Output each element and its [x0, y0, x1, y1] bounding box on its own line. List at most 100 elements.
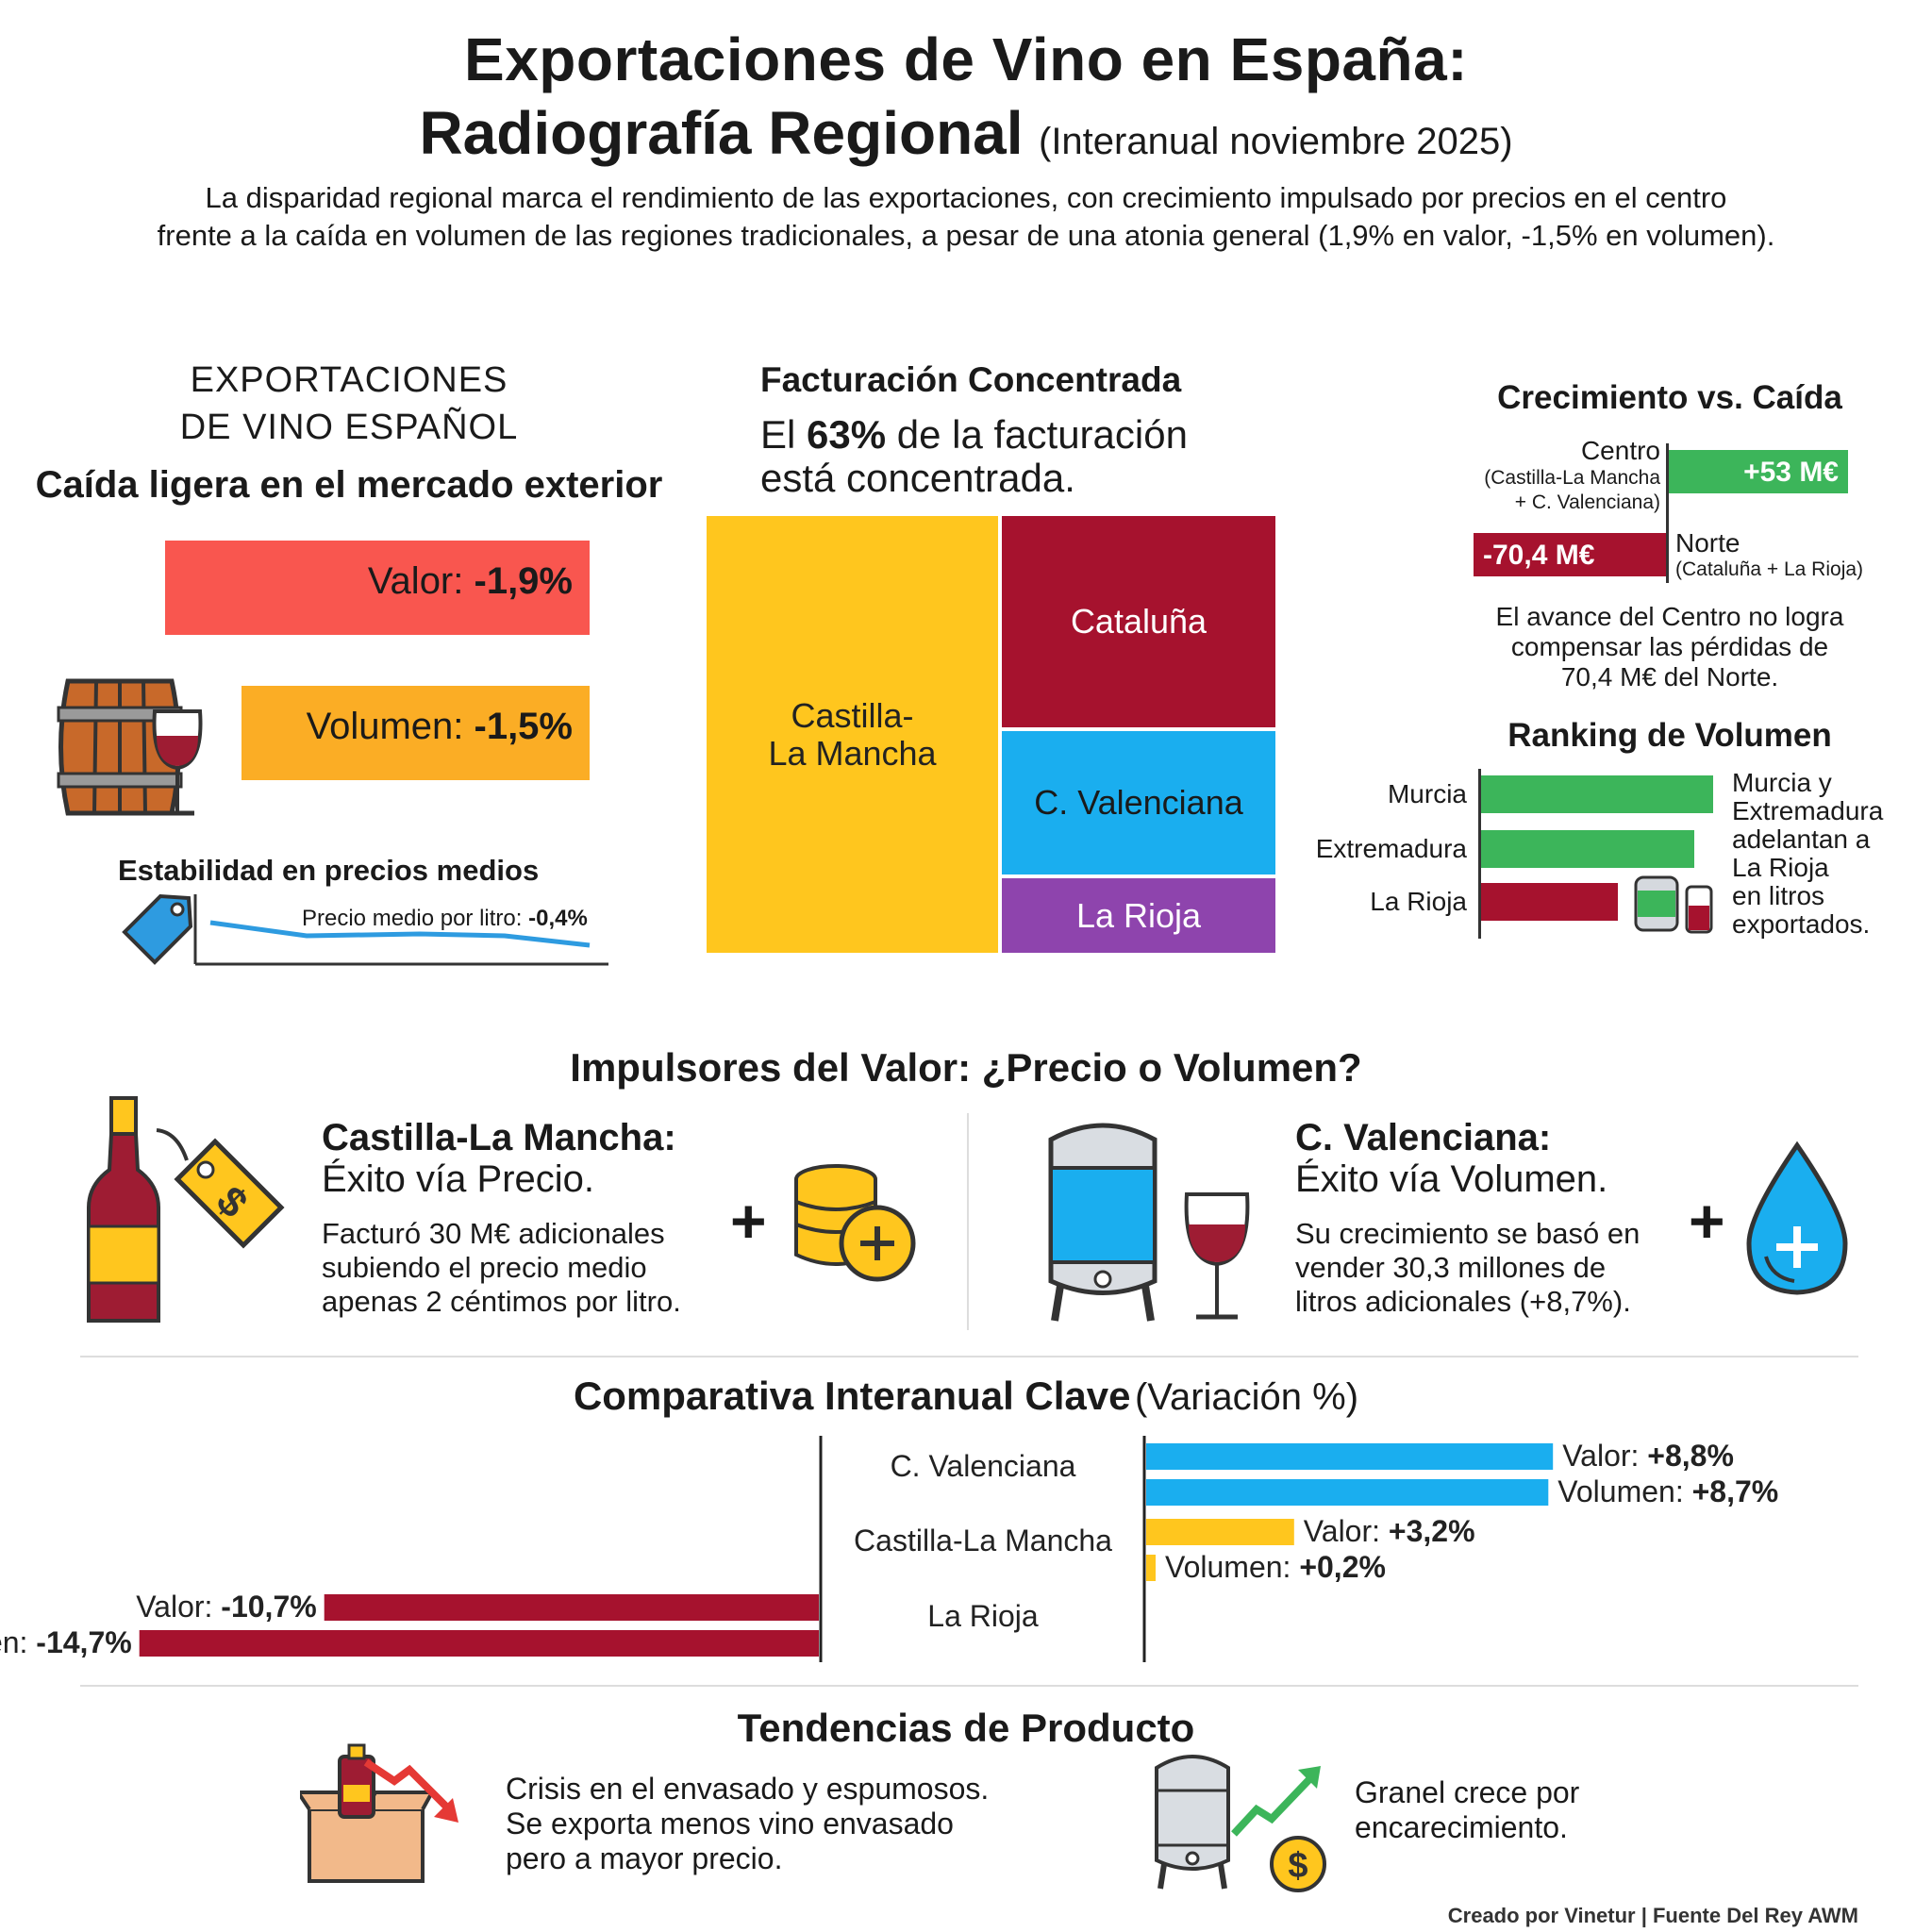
- cv-plus: +: [1689, 1186, 1725, 1256]
- trends-right-text: Granel crece por encarecimiento.: [1355, 1775, 1580, 1844]
- centro-label: Centro: [1580, 436, 1660, 465]
- treemap-valenciana-label: C. Valenciana: [1034, 783, 1243, 822]
- left-panel-subheading: Caída ligera en el mercado exterior: [35, 464, 663, 506]
- page-subtitle-line1: La disparidad regional marca el rendimie…: [205, 181, 1727, 214]
- growth-note: El avance del Centro no logra compensar …: [1495, 602, 1844, 691]
- valor-bar-label: Valor: -1,9%: [165, 560, 573, 603]
- ranking-note: Murcia y Extremadura adelantan a La Rioj…: [1732, 768, 1884, 939]
- centro-bar: [1669, 450, 1848, 493]
- comparison-bar: [1146, 1479, 1549, 1506]
- volumen-bar: [242, 686, 590, 780]
- cv-title: C. Valenciana:: [1295, 1117, 1552, 1158]
- treemap-pct: 63%: [807, 412, 887, 457]
- ranking-bar-murcia: [1481, 775, 1713, 813]
- comparison-title: Comparativa Interanual Clave: [573, 1374, 1131, 1418]
- left-heading-line2: DE VINO ESPAÑOL: [179, 408, 519, 447]
- price-title: Estabilidad en precios medios: [118, 854, 540, 887]
- treemap-cell-castilla: Castilla- La Mancha: [707, 516, 998, 953]
- ranking-bar-extremadura: [1481, 830, 1694, 868]
- ranking-label-rioja: La Rioja: [1370, 887, 1467, 916]
- comparison-category-label: La Rioja: [927, 1599, 1039, 1633]
- water-drop-plus-icon: [1746, 1141, 1848, 1295]
- price-tag-icon: [122, 893, 193, 965]
- page-subtitle-line2: frente a la caída en volumen de las regi…: [157, 219, 1775, 252]
- ranking-label-murcia: Murcia: [1387, 779, 1467, 808]
- price-tag-dollar-icon: $: [156, 1128, 285, 1249]
- comparison-value-label: Volumen: -14,7%: [0, 1625, 132, 1659]
- centro-value: +53 M€: [1743, 457, 1839, 488]
- centro-sub1: (Castilla-La Mancha: [1484, 467, 1660, 489]
- valor-bar: [165, 541, 590, 635]
- treemap-rioja-label: La Rioja: [1075, 895, 1202, 935]
- valor-label: Valor:: [367, 560, 464, 602]
- trends-title: Tendencias de Producto: [737, 1706, 1195, 1750]
- comparison-chart: C. Valenciana Valor: +8,8%Volumen: +8,7% C…: [0, 1436, 1778, 1662]
- wine-bottle-icon: [87, 1096, 160, 1323]
- treemap-cell-cataluna: Cataluña: [1002, 516, 1275, 727]
- clm-sub: Éxito vía Precio.: [322, 1158, 595, 1200]
- drivers-divider: [967, 1113, 969, 1330]
- comparison-title-suffix: (Variación %): [1134, 1376, 1359, 1418]
- comparison-value-label: Valor: +8,8%: [1562, 1439, 1734, 1473]
- price-line-chart: [193, 894, 608, 966]
- comparison-bar: [1146, 1443, 1554, 1470]
- comparison-bar: [324, 1594, 819, 1621]
- treemap-text: El 63% de la facturación está concentrad…: [760, 413, 1188, 500]
- ranking-bar-rioja: [1481, 883, 1618, 921]
- growth-axis: [1666, 443, 1669, 583]
- coins-plus-icon: [794, 1164, 916, 1282]
- steel-tank-icon: [1048, 1123, 1158, 1322]
- cv-text: Su crecimiento se basó en vender 30,3 mi…: [1295, 1217, 1641, 1318]
- separator-1: [80, 1356, 1858, 1357]
- price-label: Precio medio por litro:: [302, 906, 523, 931]
- tank-growth-icon: $: [1155, 1755, 1326, 1892]
- page-title-line2: Radiografía Regional: [419, 99, 1024, 167]
- page-title-line2-wrap: Radiografía Regional (Interanual noviemb…: [0, 98, 1932, 168]
- growth-title: Crecimiento vs. Caída: [1497, 379, 1842, 416]
- ranking-title: Ranking de Volumen: [1507, 717, 1832, 754]
- page-title-suffix: (Interanual noviembre 2025): [1039, 121, 1513, 162]
- centro-sub2: + C. Valenciana): [1514, 491, 1660, 513]
- volumen-label: Volumen:: [306, 706, 464, 747]
- comparison-value-label: Valor: +3,2%: [1304, 1514, 1475, 1548]
- separator-2: [80, 1685, 1858, 1687]
- page-subtitle: La disparidad regional marca el rendimie…: [38, 179, 1894, 255]
- trends-left-text: Crisis en el envasado y espumosos. Se ex…: [506, 1772, 990, 1875]
- treemap-text-line2: está concentrada.: [760, 456, 1075, 500]
- comparison-bar: [1146, 1519, 1294, 1545]
- comparison-value-label: Volumen: +0,2%: [1165, 1550, 1386, 1584]
- cv-sub: Éxito vía Volumen.: [1295, 1158, 1608, 1200]
- norte-value: -70,4 M€: [1483, 540, 1595, 571]
- clm-title: Castilla-La Mancha:: [322, 1117, 676, 1158]
- comparison-category-label: C. Valenciana: [891, 1449, 1076, 1483]
- price-line-label: Precio medio por litro: -0,4%: [302, 906, 588, 932]
- comparison-title-wrap: Comparativa Interanual Clave (Variación …: [0, 1374, 1932, 1419]
- norte-label-block: Norte (Cataluña + La Rioja): [1675, 528, 1863, 581]
- comparison-category-label: Castilla-La Mancha: [854, 1524, 1112, 1557]
- wine-glass-icon-large: [1184, 1192, 1250, 1320]
- wine-glass-icon: [152, 709, 203, 816]
- treemap-cell-rioja: La Rioja: [1002, 878, 1275, 953]
- treemap-castilla-line2: La Mancha: [768, 733, 937, 773]
- drivers-title: Impulsores del Valor: ¿Precio o Volumen?: [570, 1045, 1362, 1090]
- clm-plus: +: [730, 1186, 767, 1256]
- treemap-title: Facturación Concentrada: [760, 360, 1182, 399]
- comparison-value-label: Valor: -10,7%: [136, 1590, 317, 1624]
- comparison-bar: [1146, 1555, 1156, 1581]
- treemap-text-line1: El 63% de la facturación: [760, 412, 1188, 457]
- ranking-label-extremadura: Extremadura: [1315, 834, 1467, 863]
- treemap-castilla-line1: Castilla-: [791, 695, 914, 735]
- volumen-bar-label: Volumen: -1,5%: [242, 706, 573, 748]
- box-bottle-down-icon: [300, 1743, 458, 1883]
- price-line: [209, 920, 591, 948]
- volumen-value: -1,5%: [474, 706, 574, 747]
- norte-bar: [1474, 533, 1666, 576]
- treemap-cell-valenciana: C. Valenciana: [1002, 731, 1275, 874]
- treemap-cataluna-label: Cataluña: [1070, 602, 1208, 641]
- ranking-axis: [1478, 769, 1481, 939]
- left-heading-line1: EXPORTACIONES: [190, 360, 508, 400]
- comparison-value-label: Volumen: +8,7%: [1557, 1474, 1778, 1508]
- norte-label: Norte: [1675, 528, 1740, 558]
- valor-value: -1,9%: [474, 560, 574, 602]
- footer-credit: Creado por Vinetur | Fuente Del Rey AWM: [1447, 1904, 1858, 1927]
